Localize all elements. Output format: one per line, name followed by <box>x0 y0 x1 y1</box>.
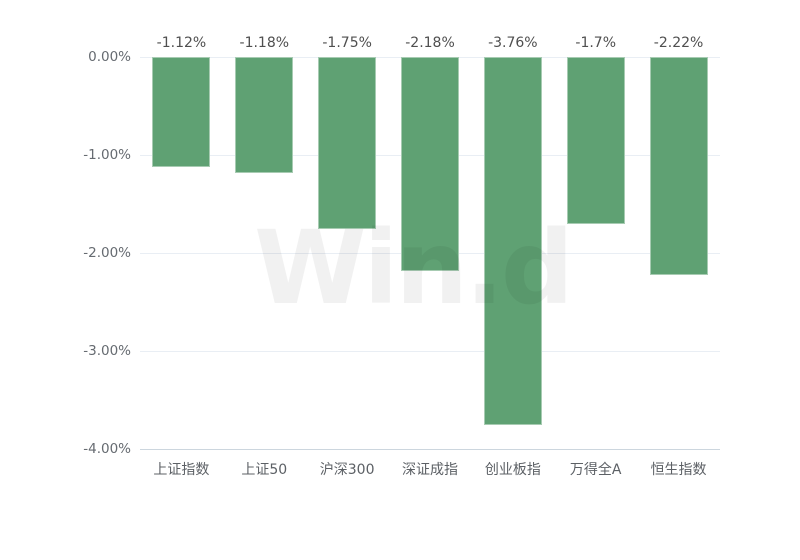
bar[interactable] <box>401 57 459 271</box>
bar-value-label: -1.7% <box>575 35 617 51</box>
bar-value-label: -2.22% <box>653 35 704 51</box>
bar-value-label: -1.75% <box>322 35 372 51</box>
bar[interactable] <box>483 57 542 426</box>
bar-value-label: -1.12% <box>156 35 207 51</box>
bar[interactable] <box>152 57 211 167</box>
bar[interactable] <box>649 57 708 275</box>
y-axis-tick-label: -1.00% <box>83 147 131 163</box>
bar-value-label: -2.18% <box>405 35 455 51</box>
x-axis-category-label: 深证成指 <box>402 462 458 478</box>
y-axis-tick-label: -2.00% <box>83 245 131 261</box>
y-axis-tick-label: -4.00% <box>83 441 131 457</box>
x-axis-category-label: 恒生指数 <box>650 462 707 478</box>
x-axis-line <box>140 448 720 450</box>
x-axis-category-label: 上证指数 <box>153 462 210 478</box>
bar[interactable] <box>566 57 625 224</box>
gridline <box>140 350 720 352</box>
x-axis-category-label: 创业板指 <box>484 462 541 478</box>
x-axis-category-label: 万得全A <box>569 462 622 478</box>
y-axis-tick-label: -3.00% <box>83 343 131 359</box>
bar[interactable] <box>235 57 294 173</box>
x-axis-category-label: 沪深300 <box>319 462 375 478</box>
bar-value-label: -3.76% <box>488 35 538 51</box>
y-axis-tick-label: 0.00% <box>88 49 131 65</box>
x-axis-category-label: 上证50 <box>241 462 288 478</box>
bar[interactable] <box>318 57 377 229</box>
bar-value-label: -1.18% <box>239 35 290 51</box>
